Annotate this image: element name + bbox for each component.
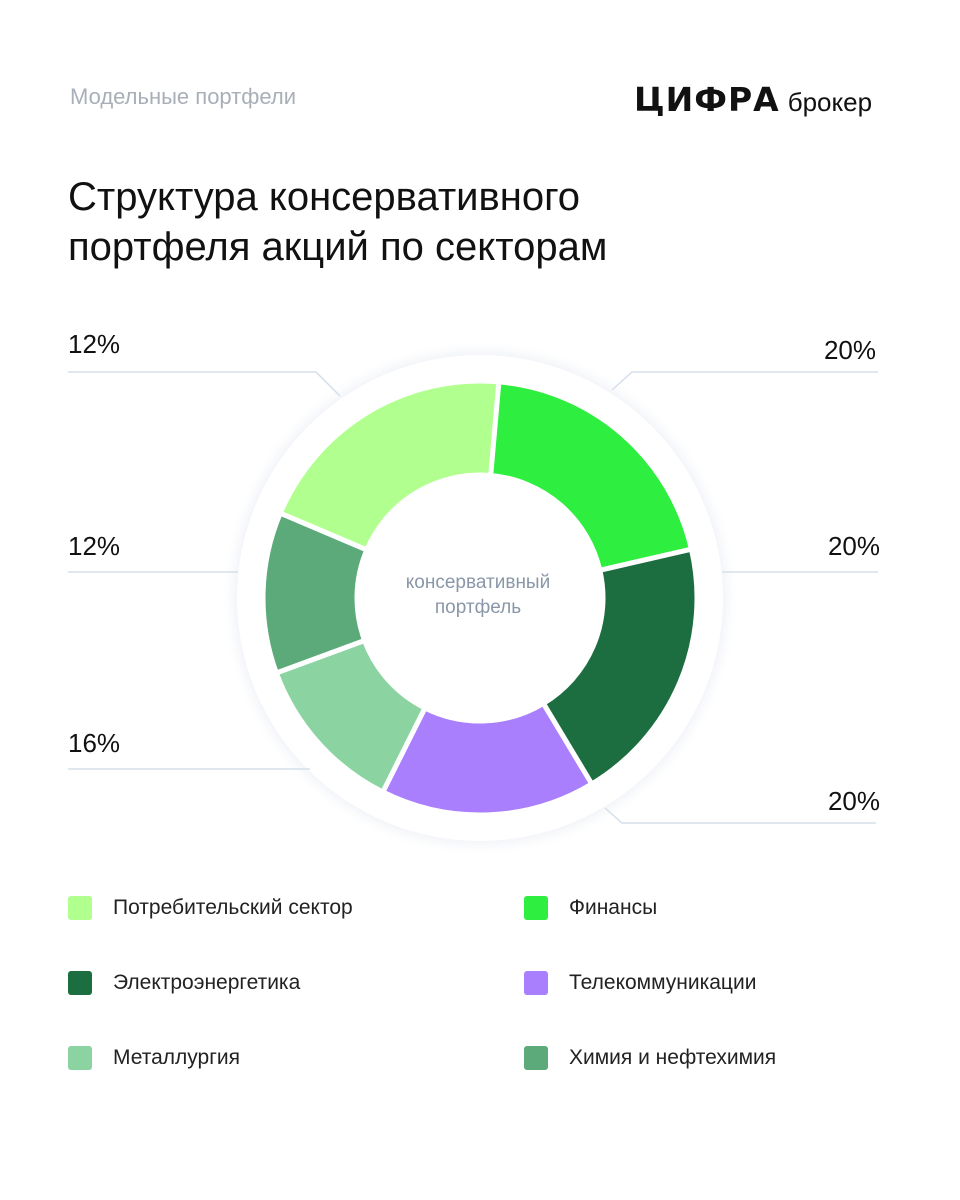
page-title: Структура консервативного портфеля акций… xyxy=(68,172,888,272)
leader-line-chemicals xyxy=(68,371,341,397)
page-title-line-1: Структура консервативного xyxy=(68,175,581,219)
legend-label: Потребительский сектор xyxy=(113,896,353,919)
percent-label-telecom: 16% xyxy=(68,728,120,758)
legend-label: Финансы xyxy=(569,896,658,919)
legend-item-finance: Финансы xyxy=(524,896,904,920)
leader-line-power xyxy=(604,807,876,824)
leader-line-consumer xyxy=(611,371,878,391)
legend-swatch xyxy=(68,971,92,995)
center-label-line-1: консервативный xyxy=(406,572,550,593)
legend-swatch xyxy=(68,896,92,920)
page-title-line-2: портфеля акций по секторам xyxy=(68,225,608,269)
legend-swatch xyxy=(524,971,548,995)
legend-label: Металлургия xyxy=(113,1046,240,1069)
percent-label-consumer: 20% xyxy=(824,335,876,365)
slice-consumer xyxy=(277,378,502,553)
legend-label: Телекоммуникации xyxy=(569,971,757,994)
percent-label-finance: 20% xyxy=(828,531,880,561)
legend-item-metals: Металлургия xyxy=(68,1046,524,1070)
center-label-line-2: портфель xyxy=(435,597,521,618)
legend-label: Химия и нефтехимия xyxy=(569,1046,777,1069)
legend-item-chemicals: Химия и нефтехимия xyxy=(524,1046,904,1070)
donut-chart: 20% 20% 20% 16% 12% 12% консервативный портфе… xyxy=(68,329,880,844)
page-subtitle: Модельные портфели xyxy=(70,84,296,109)
brand-logo-text: ЦИФРА xyxy=(634,80,780,119)
legend-item-telecom: Телекоммуникации xyxy=(524,971,904,995)
percent-label-power: 20% xyxy=(828,786,880,816)
legend-swatch xyxy=(68,1046,92,1070)
legend-item-consumer: Потребительский сектор xyxy=(68,896,524,920)
brand-logo-sub: брокер xyxy=(787,87,873,117)
percent-label-chemicals: 12% xyxy=(68,329,120,359)
leader-lines xyxy=(68,371,878,824)
percent-label-metals: 12% xyxy=(68,531,120,561)
slice-power xyxy=(540,546,700,787)
legend-item-power: Электроэнергетика xyxy=(68,971,524,995)
chart-legend: Потребительский сектор Финансы Электроэн… xyxy=(68,896,908,1070)
brand-logo: ЦИФРА брокер xyxy=(634,80,872,119)
slice-finance xyxy=(488,379,694,573)
percent-labels: 20% 20% 20% 16% 12% 12% xyxy=(68,329,880,816)
donut-slices xyxy=(260,378,700,818)
legend-label: Электроэнергетика xyxy=(113,971,301,994)
slice-chemicals xyxy=(260,510,370,676)
legend-swatch xyxy=(524,896,548,920)
legend-swatch xyxy=(524,1046,548,1070)
